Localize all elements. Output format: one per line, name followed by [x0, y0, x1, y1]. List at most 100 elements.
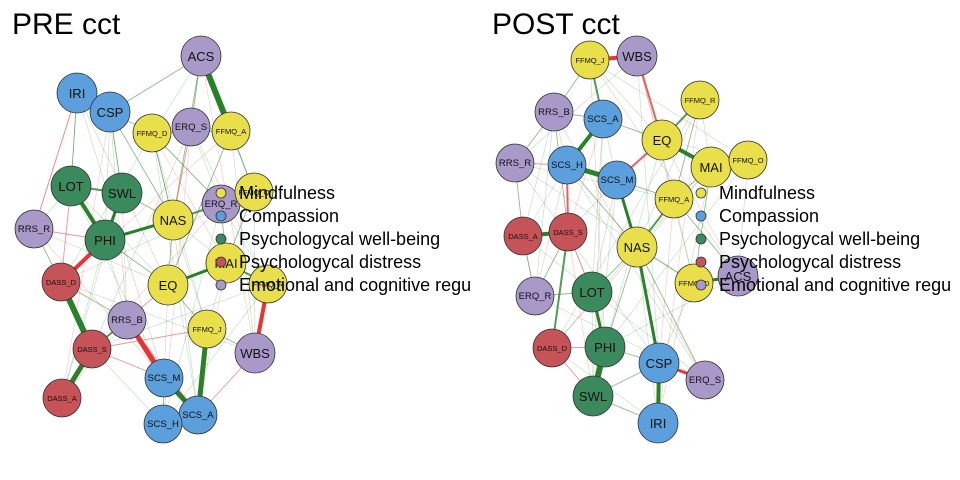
post-node-circle [641, 119, 683, 161]
pre-node-label: FFMQ_J [192, 325, 221, 334]
pre-node-ffmq-j[interactable]: FFMQ_J [187, 309, 227, 349]
post-faint-edge [514, 162, 675, 200]
pre-node-nas[interactable]: NAS [152, 199, 194, 241]
post-node-ffmq-o[interactable]: FFMQ_O [728, 140, 768, 180]
post-legend-item-dist: Psychologycal distress [695, 252, 901, 272]
pre-node-ffmq-a[interactable]: FFMQ_A [211, 111, 251, 151]
pre-edge-dass-s-ffmq-j [91, 328, 208, 350]
post-node-circle [717, 255, 759, 297]
post-faint-edge [591, 118, 604, 293]
post-faint-edge [567, 231, 594, 397]
post-node-mai[interactable]: MAI [690, 146, 732, 188]
post-node-label: FFMQ_A [659, 195, 689, 204]
post-node-wbs[interactable]: WBS [616, 35, 658, 77]
post-node-circle [495, 143, 535, 183]
post-node-lot[interactable]: LOT [571, 271, 613, 313]
post-node-swl[interactable]: SWL [572, 375, 614, 417]
post-legend-label: Emotional and cognitive regu [719, 275, 951, 295]
pre-node-circle [171, 107, 211, 147]
pre-node-circle [107, 300, 147, 340]
pre-edge-ffmq-a-eq [167, 130, 232, 286]
post-node-circle [515, 276, 555, 316]
post-node-erq-s[interactable]: ERQ_S [685, 360, 725, 400]
pre-node-circle [72, 329, 112, 369]
pre-node-iri[interactable]: IRI [56, 72, 98, 114]
pre-node-csp[interactable]: CSP [89, 91, 131, 133]
pre-node-label: DASS_D [46, 278, 77, 287]
pre-legend-item-mind: Mindfulness [215, 183, 335, 203]
pre-node-ffmq-d[interactable]: FFMQ_D [132, 113, 172, 153]
post-node-dass-s[interactable]: DASS_S [548, 212, 588, 252]
pre-node-ffmq-r[interactable]: FFMQ_R [248, 264, 288, 304]
pre-node-dass-d[interactable]: DASS_D [41, 262, 81, 302]
pre-legend-swatch [215, 187, 227, 199]
pre-node-rrs-r[interactable]: RRS_R [14, 209, 54, 249]
pre-node-scs-a[interactable]: SCS_A [178, 395, 218, 435]
post-node-label: IRI [650, 416, 667, 431]
pre-node-scs-h[interactable]: SCS_H [143, 404, 183, 444]
post-node-acs[interactable]: ACS [717, 255, 759, 297]
pre-legend-swatch [215, 256, 227, 268]
post-node-phi[interactable]: PHI [584, 326, 626, 368]
post-node-label: DASS_A [508, 232, 538, 241]
post-legend-swatch [695, 233, 707, 245]
post-legend-swatch [695, 210, 707, 222]
post-node-rrs-r[interactable]: RRS_R [495, 143, 535, 183]
post-legend-label: Compassion [719, 206, 819, 226]
pre-node-dass-s[interactable]: DASS_S [72, 329, 112, 369]
post-node-ffmq-a[interactable]: FFMQ_A [654, 179, 694, 219]
post-node-scs-m[interactable]: SCS_M [597, 160, 637, 200]
post-node-circle [503, 216, 543, 256]
post-node-dass-d[interactable]: DASS_D [532, 328, 572, 368]
post-node-ffmq-j[interactable]: FFMQ_J [570, 40, 610, 80]
pre-node-eq[interactable]: EQ [147, 264, 189, 306]
pre-node-erq-s[interactable]: ERQ_S [171, 107, 211, 147]
post-node-label: NAS [624, 240, 651, 255]
post-node-erq-r[interactable]: ERQ_R [515, 276, 555, 316]
post-node-iri[interactable]: IRI [637, 402, 679, 444]
pre-node-circle [132, 113, 172, 153]
pre-node-phi[interactable]: PHI [84, 219, 126, 261]
post-faint-edge [658, 198, 675, 364]
post-faint-edge [567, 118, 604, 233]
post-node-nas[interactable]: NAS [616, 226, 658, 268]
pre-node-scs-m[interactable]: SCS_M [144, 358, 184, 398]
pre-node-label: SCS_H [147, 419, 179, 430]
post-node-label: FFMQ_D [679, 279, 710, 288]
post-edge-erq-s-nas [636, 246, 706, 381]
pre-node-label: ERQ_R [205, 199, 238, 210]
post-node-circle [674, 263, 714, 303]
post-node-ffmq-r[interactable]: FFMQ_R [680, 80, 720, 120]
pre-node-label: SCS_M [148, 373, 181, 384]
pre-node-acs[interactable]: ACS [180, 35, 222, 77]
pre-faint-edge [162, 283, 269, 425]
pre-faint-edge [151, 132, 227, 264]
post-node-eq[interactable]: EQ [641, 119, 683, 161]
post-node-circle [616, 35, 658, 77]
pre-node-lot[interactable]: LOT [50, 165, 92, 207]
pre-legend-label: Mindfulness [239, 183, 335, 203]
pre-node-ffmq-o[interactable]: FFMQ_O [234, 172, 274, 212]
pre-node-dass-a[interactable]: DASS_A [42, 378, 82, 418]
pre-node-circle [42, 378, 82, 418]
pre-node-wbs[interactable]: WBS [234, 332, 276, 374]
pre-faint-edge [121, 192, 128, 321]
pre-node-swl[interactable]: SWL [101, 172, 143, 214]
pre-edge-csp-nas [109, 111, 174, 221]
post-node-scs-a[interactable]: SCS_A [583, 99, 623, 139]
post-node-rrs-b[interactable]: RRS_B [534, 92, 574, 132]
post-node-csp[interactable]: CSP [638, 342, 680, 384]
post-faint-edge [661, 139, 739, 277]
pre-node-rrs-b[interactable]: RRS_B [107, 300, 147, 340]
post-node-dass-a[interactable]: DASS_A [503, 216, 543, 256]
pre-faint-edge [91, 126, 192, 350]
pre-node-circle [143, 404, 183, 444]
post-node-ffmq-d[interactable]: FFMQ_D [674, 263, 714, 303]
post-node-scs-h[interactable]: SCS_H [547, 145, 587, 185]
post-node-label: WBS [622, 49, 652, 64]
post-node-circle [680, 80, 720, 120]
post-legend-item-emo: Emotional and cognitive regu [695, 275, 951, 295]
post-node-circle [534, 92, 574, 132]
pre-node-label: SWL [108, 186, 136, 201]
post-node-label: SCS_M [601, 175, 634, 186]
